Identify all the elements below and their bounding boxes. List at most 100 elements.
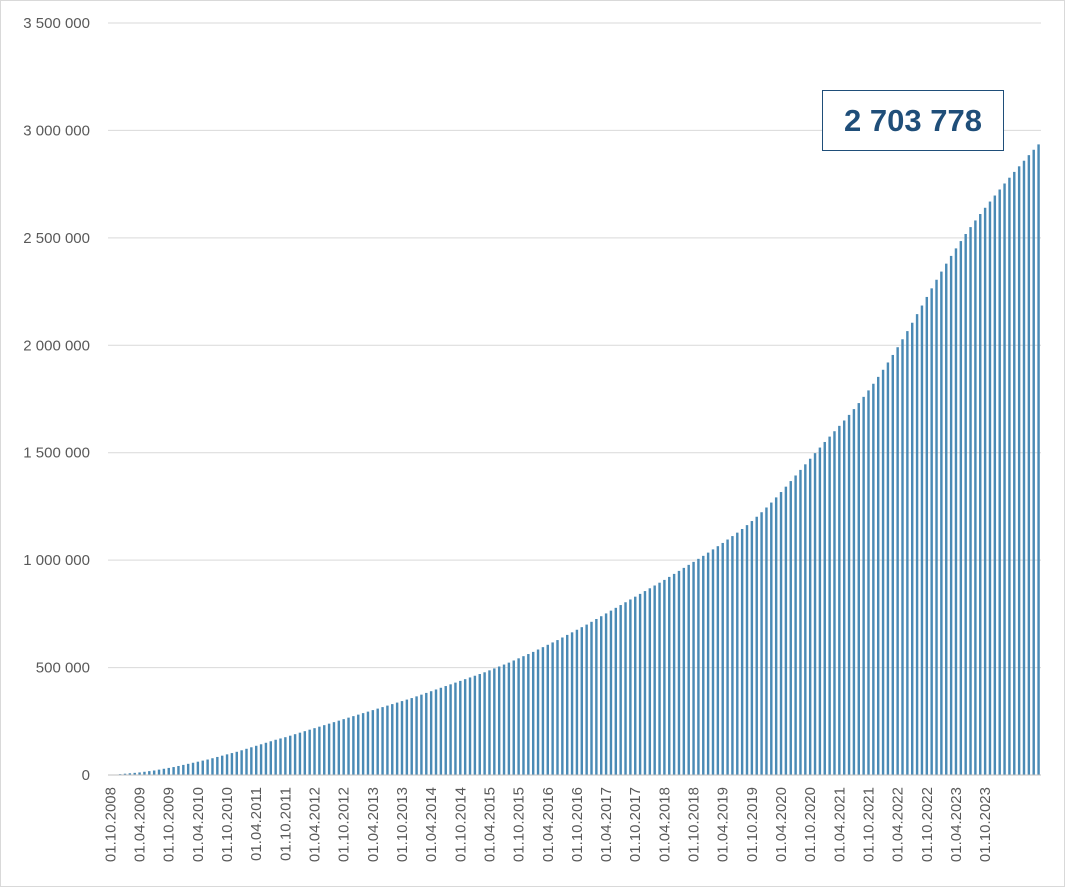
x-tick-label: 01.04.2021 <box>831 787 848 862</box>
bar <box>983 207 987 775</box>
bar <box>133 772 136 775</box>
bar <box>381 707 384 775</box>
bar <box>352 716 355 775</box>
bar <box>323 725 326 775</box>
bar <box>143 771 146 775</box>
bar <box>293 734 297 775</box>
x-tick-label: 01.10.2020 <box>802 787 819 862</box>
bar <box>634 596 637 775</box>
bar <box>337 720 341 775</box>
bar <box>784 486 788 775</box>
bar <box>1032 149 1035 775</box>
bar <box>313 728 316 775</box>
bar <box>245 748 248 775</box>
bar <box>702 555 705 775</box>
bar <box>808 458 812 775</box>
bar <box>609 610 613 775</box>
bar <box>736 532 739 775</box>
bar <box>371 710 375 775</box>
x-tick-label: 01.04.2018 <box>656 787 673 862</box>
bar <box>804 464 807 775</box>
bar <box>964 233 967 776</box>
x-tick-label: 01.10.2019 <box>744 787 761 862</box>
bar <box>692 561 695 775</box>
bar <box>429 691 433 775</box>
bar <box>454 682 457 775</box>
bar <box>643 591 647 775</box>
bar <box>250 747 253 775</box>
bar <box>789 481 792 775</box>
bar <box>726 539 729 775</box>
bar <box>585 624 588 775</box>
x-tick-label: 01.10.2015 <box>511 787 528 862</box>
bar <box>522 656 525 775</box>
x-tick-label: 01.04.2017 <box>598 787 615 862</box>
bar <box>152 770 156 775</box>
bar <box>425 692 428 775</box>
bar <box>745 525 749 775</box>
x-tick-label: 01.10.2010 <box>219 787 236 862</box>
bar <box>386 705 389 775</box>
bar <box>833 431 836 775</box>
x-tick-label: 01.10.2021 <box>861 787 878 862</box>
bar <box>483 672 486 775</box>
bar <box>308 729 311 775</box>
bar <box>366 711 370 775</box>
bar <box>755 516 758 775</box>
bar <box>342 719 345 775</box>
bar <box>930 288 933 775</box>
bar <box>624 602 627 775</box>
x-tick-label: 01.04.2015 <box>482 787 499 862</box>
bar <box>750 521 754 775</box>
bar <box>969 227 972 776</box>
x-tick-label: 01.04.2016 <box>540 787 557 862</box>
x-tick-label: 01.04.2010 <box>190 787 207 862</box>
bar <box>687 564 690 775</box>
bar <box>201 760 204 775</box>
bar <box>760 512 763 775</box>
bar <box>629 599 632 775</box>
bar <box>172 767 175 775</box>
bar <box>993 195 997 775</box>
bar <box>940 271 943 775</box>
bar <box>230 753 234 775</box>
bar <box>862 396 865 775</box>
bar <box>867 390 870 775</box>
bar <box>838 425 841 775</box>
bar <box>881 369 885 775</box>
bar <box>536 649 540 775</box>
bar <box>405 699 409 775</box>
bar <box>264 742 268 775</box>
bar <box>954 248 958 775</box>
bar <box>123 773 127 775</box>
bar <box>614 607 618 775</box>
y-tick-label: 500 000 <box>36 660 90 677</box>
bar <box>449 684 452 775</box>
y-tick-label: 0 <box>82 767 90 784</box>
bar <box>570 632 574 775</box>
y-tick-label: 3 000 000 <box>23 122 90 139</box>
bar <box>517 658 520 775</box>
bar <box>668 576 671 775</box>
bar <box>896 347 899 775</box>
bar <box>770 502 773 775</box>
y-tick-label: 1 000 000 <box>23 552 90 569</box>
bar <box>220 755 224 775</box>
bar <box>463 679 467 775</box>
x-tick-label: 01.10.2016 <box>569 787 586 862</box>
y-tick-label: 2 500 000 <box>23 230 90 247</box>
bar <box>672 573 676 775</box>
x-tick-label: 01.10.2023 <box>977 787 994 862</box>
bar <box>303 731 307 775</box>
latest-value-callout: 2 703 778 <box>822 90 1004 151</box>
x-tick-label: 01.10.2011 <box>277 787 294 861</box>
x-tick-label: 01.04.2022 <box>890 787 907 862</box>
x-tick-label: 01.10.2009 <box>161 787 178 862</box>
bar <box>852 409 856 775</box>
bar <box>974 220 977 775</box>
bar <box>138 772 141 775</box>
bar <box>988 201 992 776</box>
bar <box>255 745 258 775</box>
bar <box>935 279 938 775</box>
bar <box>400 701 404 775</box>
